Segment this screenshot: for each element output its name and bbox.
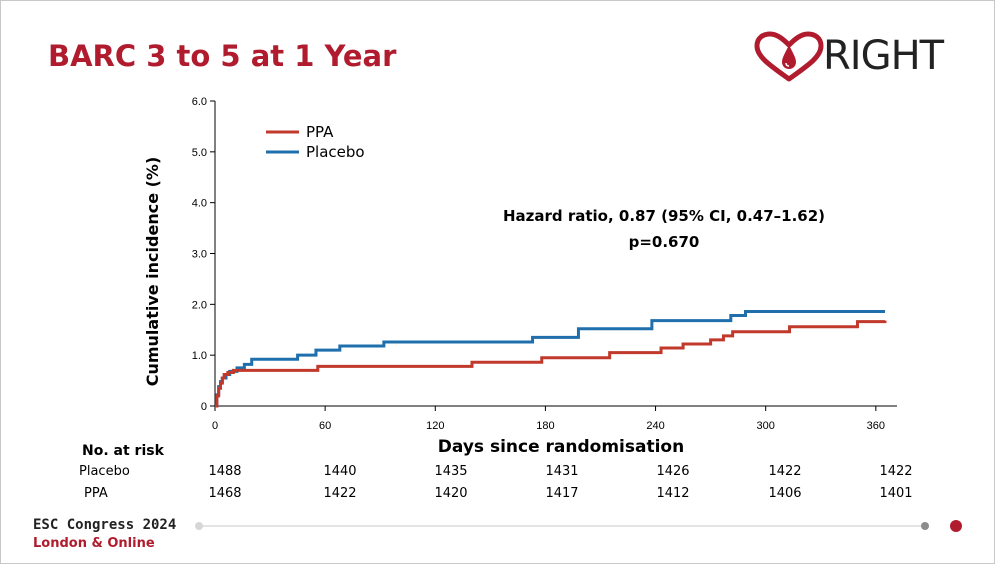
hazard-ratio-annotation: Hazard ratio, 0.87 (95% CI, 0.47–1.62): [503, 207, 825, 225]
p-value-annotation: p=0.670: [629, 233, 700, 251]
x-tick-label: 0: [212, 420, 218, 432]
y-tick-label: 2.0: [192, 299, 207, 311]
risk-cell: 1406: [768, 486, 802, 501]
risk-cell: 1468: [208, 486, 242, 501]
risk-table-title: No. at risk: [82, 443, 164, 459]
risk-cell: 1422: [323, 486, 357, 501]
x-tick-label: 240: [646, 420, 664, 432]
risk-cell: 1422: [879, 464, 913, 479]
x-tick-label: 300: [757, 420, 775, 432]
risk-cell: 1488: [208, 464, 242, 479]
footer-progress-line: [195, 520, 962, 532]
risk-cell: 1435: [434, 464, 468, 479]
series-line-placebo: [215, 309, 885, 408]
x-tick-label: 120: [426, 420, 444, 432]
legend-label-ppa: PPA: [306, 123, 334, 141]
series-line-ppa: [215, 320, 887, 408]
x-axis-title: Days since randomisation: [438, 437, 684, 457]
heart-droplet-icon: [754, 31, 824, 82]
risk-row-label-placebo: Placebo: [79, 464, 130, 479]
legend: PPA Placebo: [266, 123, 365, 161]
axes: 0 1.0 2.0 3.0 4.0 5.0 6.0 0 60 120 180 240 300 360 Day…: [143, 96, 897, 457]
risk-cell: 1417: [545, 486, 579, 501]
slide-title: BARC 3 to 5 at 1 Year: [48, 39, 397, 73]
risk-cell: 1422: [768, 464, 802, 479]
legend-label-placebo: Placebo: [306, 143, 365, 161]
y-tick-label: 0: [201, 401, 207, 413]
risk-cell: 1420: [434, 486, 468, 501]
risk-row-label-ppa: PPA: [84, 486, 108, 501]
risk-cell: 1412: [656, 486, 690, 501]
x-tick-label: 360: [867, 420, 885, 432]
x-tick-label: 60: [319, 420, 331, 432]
y-tick-label: 4.0: [192, 198, 207, 210]
x-tick-label: 180: [536, 420, 554, 432]
footer-congress-name: ESC Congress 2024: [33, 517, 177, 533]
risk-cell: 1431: [545, 464, 579, 479]
y-tick-label: 6.0: [192, 96, 207, 108]
y-tick-label: 1.0: [192, 350, 207, 362]
y-tick-label: 5.0: [192, 147, 207, 159]
risk-cell: 1426: [656, 464, 690, 479]
y-axis-title: Cumulative incidence (%): [143, 157, 162, 387]
footer-end-dot: [950, 520, 962, 532]
footer-location: London & Online: [33, 536, 155, 551]
y-tick-label: 3.0: [192, 249, 207, 261]
footer-mid-dot: [921, 522, 929, 530]
series-layer: [215, 309, 887, 408]
right-logo: [754, 31, 824, 82]
risk-cell: 1440: [323, 464, 357, 479]
footer-start-dot: [195, 522, 203, 530]
annotations: Hazard ratio, 0.87 (95% CI, 0.47–1.62) p=…: [503, 207, 825, 251]
risk-cell: 1401: [879, 486, 913, 501]
logo-text: RIGHT: [823, 33, 944, 79]
